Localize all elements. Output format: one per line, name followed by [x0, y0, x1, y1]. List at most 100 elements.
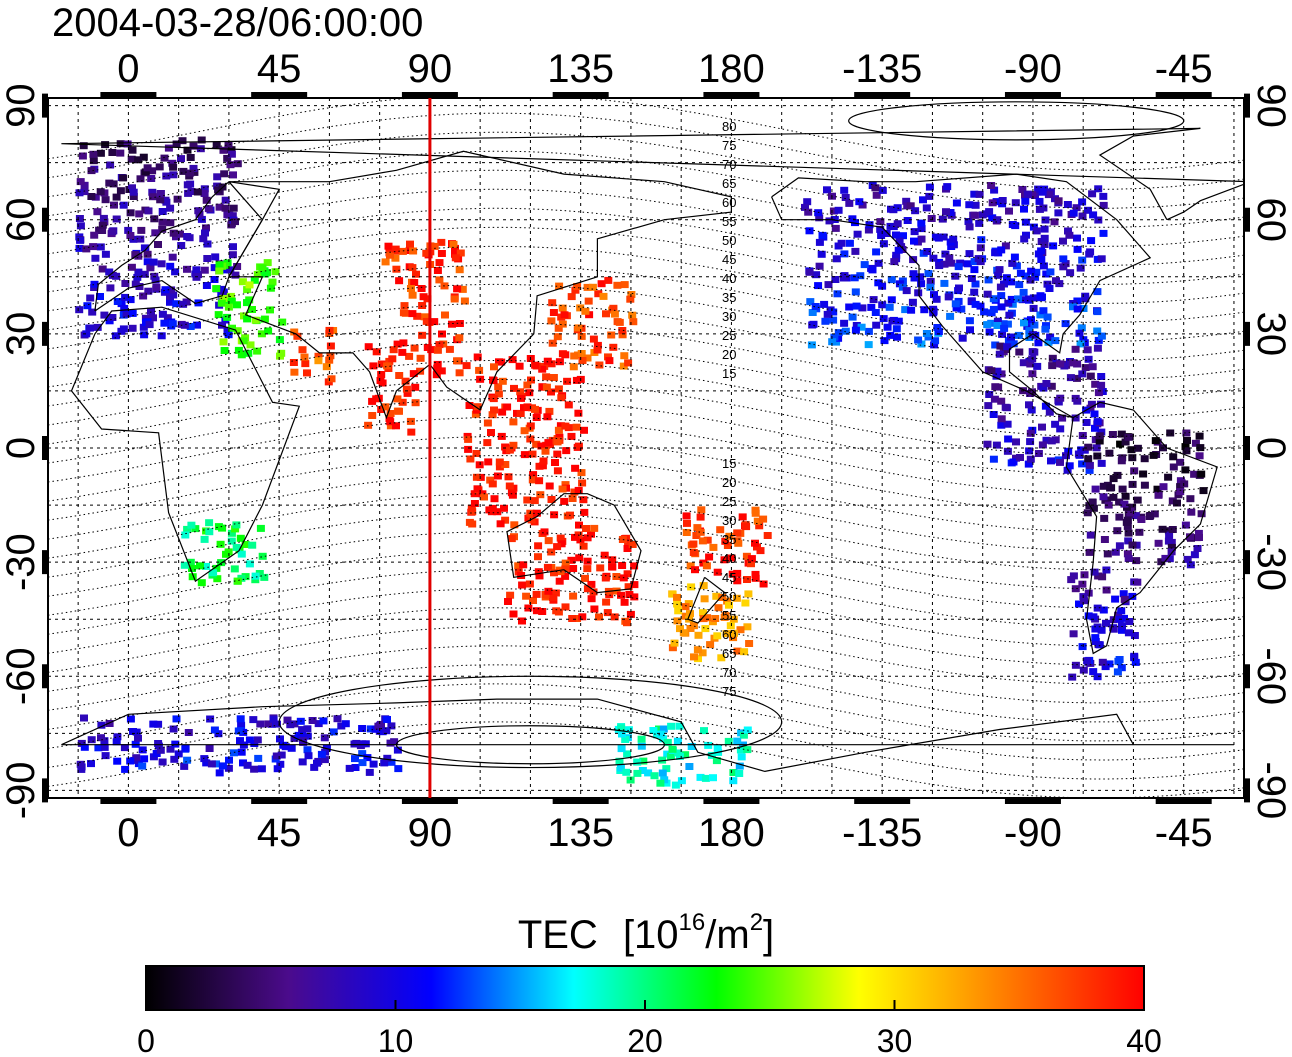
coastlines — [61, 101, 1244, 773]
lon-label-bottom: 45 — [257, 811, 302, 855]
tec-cell — [131, 280, 140, 288]
tec-cell — [80, 743, 89, 751]
tec-cell — [609, 304, 618, 312]
tec-cell — [1081, 364, 1090, 372]
tec-cell — [98, 221, 107, 229]
tec-cell — [857, 323, 866, 331]
tec-cell — [475, 366, 484, 374]
tec-cell — [1014, 331, 1023, 339]
tec-cell — [97, 721, 106, 729]
tec-cell — [728, 570, 737, 578]
tec-cell — [1114, 611, 1123, 619]
tec-cell — [1145, 513, 1154, 520]
tec-cell — [462, 362, 471, 370]
tec-cell — [406, 417, 415, 425]
tec-cell — [388, 355, 397, 363]
tec-cell — [273, 765, 282, 773]
tec-cell — [1011, 199, 1020, 207]
tec-cell — [134, 734, 142, 742]
tec-cell — [650, 772, 659, 780]
tec-cell — [1119, 590, 1128, 598]
top-tick-bar — [703, 92, 760, 98]
tec-cell — [952, 304, 961, 312]
tec-cell — [229, 204, 238, 212]
tec-cell — [739, 731, 748, 739]
tec-cell — [213, 575, 222, 583]
tec-cell — [878, 301, 887, 309]
tec-cell — [825, 217, 834, 225]
tec-cell — [544, 537, 553, 545]
tec-cell — [583, 557, 592, 565]
tec-cell — [840, 319, 849, 327]
tec-cell — [140, 755, 149, 763]
tec-cell — [432, 371, 441, 379]
tec-cell — [1116, 440, 1125, 448]
tec-cell — [298, 758, 307, 766]
tec-cell — [498, 377, 507, 385]
tec-cell — [587, 530, 595, 538]
tec-cell — [729, 777, 738, 785]
contour-label: 75 — [722, 684, 736, 699]
tec-cell — [395, 407, 403, 415]
tec-cell — [1027, 316, 1035, 324]
contour-line — [48, 283, 1244, 361]
tec-cell — [808, 309, 817, 316]
tec-cell — [618, 327, 627, 334]
tec-cell — [517, 572, 526, 579]
tec-cell — [1007, 295, 1016, 303]
tec-cell — [1040, 225, 1049, 233]
tec-cell — [630, 593, 639, 601]
coastline-segment — [771, 173, 1152, 419]
tec-cell — [293, 332, 302, 340]
tec-cell — [143, 258, 152, 266]
tec-cell — [310, 763, 319, 771]
tec-cell — [595, 361, 604, 369]
tec-cell — [1069, 359, 1078, 367]
contour-label: 30 — [722, 309, 736, 324]
tec-cell — [618, 331, 627, 339]
tec-cell — [1018, 186, 1027, 193]
tec-cell — [910, 274, 919, 282]
tec-cell — [435, 341, 444, 349]
tec-cell — [1001, 242, 1010, 250]
tec-cell — [1153, 485, 1162, 493]
tec-cell — [422, 317, 431, 325]
tec-cell — [742, 523, 751, 531]
tec-cell — [1078, 370, 1087, 378]
tec-cell — [210, 264, 219, 272]
tec-cell — [561, 565, 570, 573]
tec-cell — [518, 617, 526, 625]
tec-cell — [1067, 576, 1076, 584]
tec-cell — [119, 201, 128, 209]
tec-cell — [1099, 192, 1108, 200]
tec-cell — [1113, 668, 1122, 676]
tec-cell — [290, 734, 299, 742]
tec-cell — [613, 281, 622, 289]
tec-cell — [490, 363, 498, 371]
tec-cell — [1125, 618, 1134, 625]
tec-cell — [1002, 274, 1011, 282]
tec-cell — [637, 735, 646, 743]
tec-cell — [1166, 429, 1175, 437]
tec-cell — [382, 727, 391, 735]
tec-cell — [1102, 566, 1111, 574]
tec-cell — [136, 235, 145, 243]
tec-cell — [829, 308, 838, 316]
tec-cell — [1115, 498, 1124, 506]
tec-cell — [743, 623, 752, 631]
tec-cell — [823, 186, 831, 194]
tec-cell — [543, 563, 552, 571]
tec-cell — [1103, 550, 1112, 558]
tec-cell — [510, 521, 519, 529]
tec-cell — [508, 491, 517, 499]
tec-cell — [976, 244, 985, 252]
tec-cell — [848, 313, 857, 321]
tec-cell — [486, 476, 495, 484]
tec-cell — [303, 732, 312, 740]
tec-cell — [251, 572, 260, 580]
tec-cell — [551, 459, 559, 466]
tec-cell — [437, 250, 446, 257]
tec-cell — [1086, 531, 1095, 539]
tec-cell — [949, 235, 958, 243]
tec-cell — [570, 488, 579, 496]
